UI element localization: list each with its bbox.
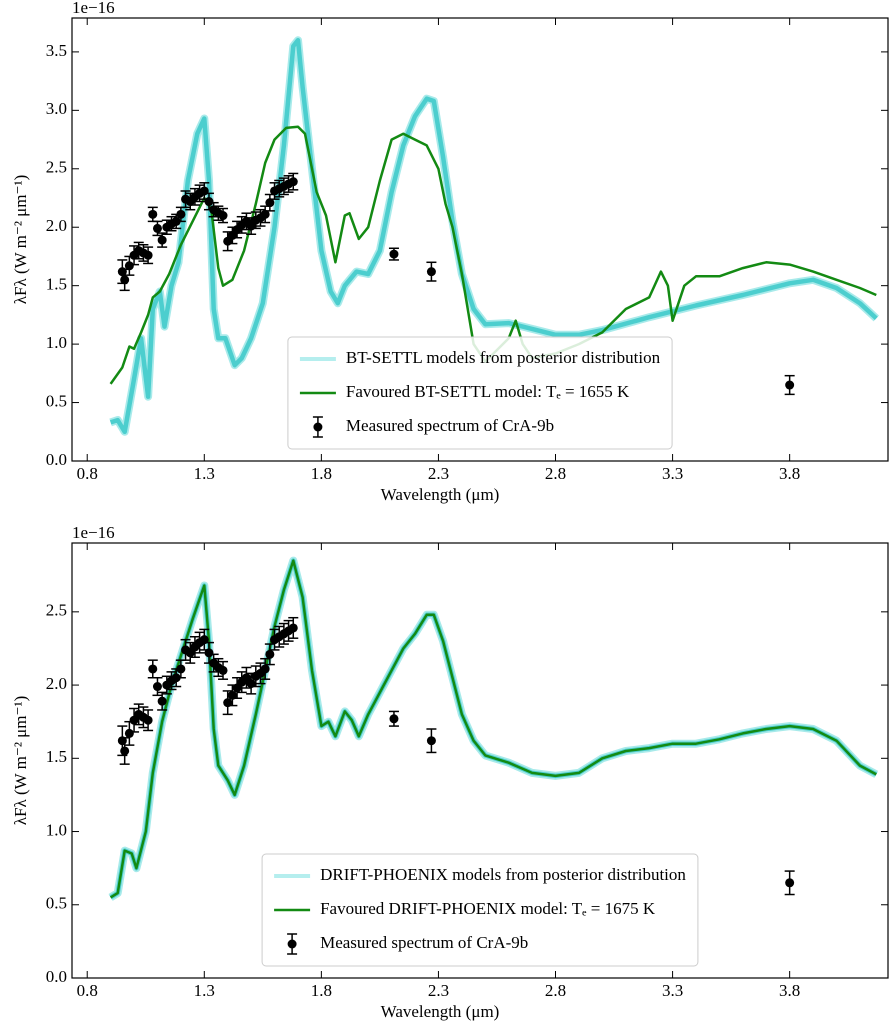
data-point xyxy=(426,736,436,746)
data-point xyxy=(120,275,130,285)
y-tick-label: 0.5 xyxy=(46,894,67,913)
panel: 0.0 0.5 1.0 1.5 2.0 2.5 0.8 1.3 1.8 2.3 2.8 3.3 3.8 1… xyxy=(11,523,889,1021)
y-tick-label: 0.5 xyxy=(46,391,67,410)
x-tick-label: 1.8 xyxy=(311,464,332,483)
offset-text: 1e−16 xyxy=(72,0,115,17)
legend-box xyxy=(287,336,673,450)
data-point xyxy=(260,209,270,219)
data-point xyxy=(176,664,186,674)
data-point xyxy=(148,664,158,674)
legend: DRIFT-PHOENIX models from posterior dist… xyxy=(261,853,699,967)
legend-label: Measured spectrum of CrA-9b xyxy=(320,933,528,952)
data-point xyxy=(265,649,275,659)
x-tick-label: 1.3 xyxy=(194,981,215,1000)
x-tick-label: 1.8 xyxy=(311,981,332,1000)
x-tick-label: 3.8 xyxy=(779,981,800,1000)
x-tick-label: 3.3 xyxy=(662,981,683,1000)
x-tick-label: 0.8 xyxy=(77,981,98,1000)
data-point xyxy=(218,211,228,221)
data-point xyxy=(157,235,167,245)
data-point xyxy=(389,249,399,259)
data-point xyxy=(785,380,795,390)
y-tick-label: 3.0 xyxy=(46,99,67,118)
y-axis-label: λFλ (W m⁻² μm⁻¹) xyxy=(11,175,30,304)
y-tick-label: 1.5 xyxy=(46,747,67,766)
data-point xyxy=(218,665,228,675)
data-point xyxy=(288,177,298,187)
x-axis-label: Wavelength (μm) xyxy=(381,1002,500,1021)
data-point xyxy=(265,198,275,208)
plot-area xyxy=(108,556,879,901)
data-point xyxy=(157,696,167,706)
panel: 0.0 0.5 1.0 1.5 2.0 2.5 3.0 3.5 0.8 1.3 1.8 2.3 2.8 3… xyxy=(11,0,889,504)
data-point xyxy=(143,715,153,725)
x-tick-label: 2.8 xyxy=(545,981,566,1000)
y-tick-label: 0.0 xyxy=(46,967,67,986)
data-point xyxy=(124,728,134,738)
data-point xyxy=(120,746,130,756)
data-point xyxy=(143,250,153,260)
axes-frame xyxy=(71,542,889,979)
y-tick-label: 3.5 xyxy=(46,41,67,60)
legend-label: Favoured DRIFT-PHOENIX model: Tₑ = 1675 … xyxy=(320,899,656,918)
model-line xyxy=(109,37,878,435)
y-tick-label: 2.0 xyxy=(46,674,67,693)
data-point xyxy=(124,261,134,271)
legend-marker xyxy=(313,422,323,432)
legend-label: Favoured BT-SETTL model: Tₑ = 1655 K xyxy=(346,382,630,401)
model-line xyxy=(109,559,877,899)
data-point xyxy=(199,186,209,196)
y-tick-label: 1.0 xyxy=(46,820,67,839)
data-point xyxy=(785,878,795,888)
legend-label: Measured spectrum of CrA-9b xyxy=(346,416,554,435)
legend-box xyxy=(261,853,699,967)
data-point xyxy=(260,664,270,674)
data-point xyxy=(148,209,158,219)
y-tick-label: 0.0 xyxy=(46,450,67,469)
x-tick-label: 2.3 xyxy=(428,464,449,483)
y-tick-label: 2.0 xyxy=(46,216,67,235)
legend-marker xyxy=(287,939,297,949)
offset-text: 1e−16 xyxy=(72,523,115,542)
x-tick-label: 1.3 xyxy=(194,464,215,483)
legend-label: DRIFT-PHOENIX models from posterior dist… xyxy=(320,865,686,884)
data-point xyxy=(389,714,399,724)
axes-frame xyxy=(71,17,889,462)
y-tick-label: 2.5 xyxy=(46,158,67,177)
y-tick-label: 1.0 xyxy=(46,333,67,352)
x-tick-label: 2.3 xyxy=(428,981,449,1000)
legend: BT-SETTL models from posterior distribut… xyxy=(287,336,673,450)
model-line xyxy=(109,125,877,385)
plot-area xyxy=(109,36,880,436)
data-point xyxy=(152,223,162,233)
x-tick-label: 2.8 xyxy=(545,464,566,483)
data-point xyxy=(288,623,298,633)
data-point xyxy=(204,197,214,207)
x-tick-label: 0.8 xyxy=(77,464,98,483)
data-point xyxy=(204,648,214,658)
x-tick-label: 3.3 xyxy=(662,464,683,483)
data-point xyxy=(152,682,162,692)
x-tick-label: 3.8 xyxy=(779,464,800,483)
y-tick-label: 2.5 xyxy=(46,601,67,620)
legend-label: BT-SETTL models from posterior distribut… xyxy=(346,348,661,367)
data-point xyxy=(426,267,436,277)
data-point xyxy=(176,209,186,219)
y-tick-label: 1.5 xyxy=(46,275,67,294)
x-axis-label: Wavelength (μm) xyxy=(381,485,500,504)
y-axis-label: λFλ (W m⁻² μm⁻¹) xyxy=(11,696,30,825)
